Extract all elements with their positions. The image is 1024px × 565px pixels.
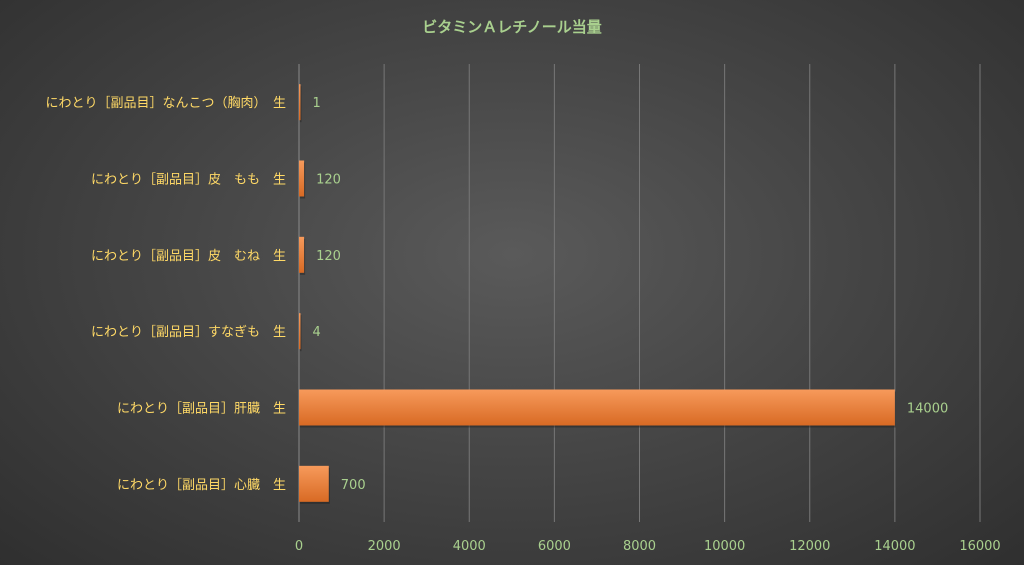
x-tick-label: 4000 bbox=[453, 539, 486, 554]
bar bbox=[299, 389, 895, 426]
data-label: 1 bbox=[313, 96, 321, 111]
bar-shadow bbox=[300, 315, 302, 352]
bar bbox=[299, 84, 301, 121]
data-label: 120 bbox=[316, 173, 341, 188]
bar bbox=[299, 313, 301, 350]
data-label: 120 bbox=[316, 249, 341, 264]
data-label: 700 bbox=[341, 478, 366, 493]
data-label: 4 bbox=[313, 325, 321, 340]
category-labels: にわとり［副品目］なんこつ（胸肉） 生 1 にわとり［副品目］皮 もも 生 120 にわ… bbox=[45, 96, 948, 493]
gridlines bbox=[383, 64, 981, 522]
category-label: にわとり［副品目］心臓 生 bbox=[117, 478, 286, 493]
x-axis: 0 2000 4000 6000 8000 10000 12000 14000 16000 bbox=[295, 64, 1001, 554]
data-label: 14000 bbox=[907, 402, 948, 417]
bar-shadow bbox=[300, 86, 302, 123]
bar bbox=[299, 236, 305, 273]
bars bbox=[299, 84, 896, 504]
x-tick-label: 14000 bbox=[874, 539, 915, 554]
bar bbox=[299, 160, 305, 197]
category-label: にわとり［副品目］すなぎも 生 bbox=[91, 325, 286, 340]
chart-title: ビタミンＡレチノール当量 bbox=[422, 18, 602, 36]
x-tick-label: 10000 bbox=[704, 539, 745, 554]
category-label: にわとり［副品目］なんこつ（胸肉） 生 bbox=[45, 96, 286, 111]
bar bbox=[299, 465, 329, 502]
x-tick-label: 0 bbox=[295, 539, 303, 554]
x-tick-label: 2000 bbox=[368, 539, 401, 554]
x-tick-label: 8000 bbox=[623, 539, 656, 554]
x-tick-label: 6000 bbox=[538, 539, 571, 554]
category-label: にわとり［副品目］皮 もも 生 bbox=[91, 173, 286, 188]
category-label: にわとり［副品目］皮 むね 生 bbox=[91, 249, 286, 264]
x-tick-label: 16000 bbox=[959, 539, 1000, 554]
category-label: にわとり［副品目］肝臓 生 bbox=[117, 402, 286, 417]
x-tick-label: 12000 bbox=[789, 539, 830, 554]
